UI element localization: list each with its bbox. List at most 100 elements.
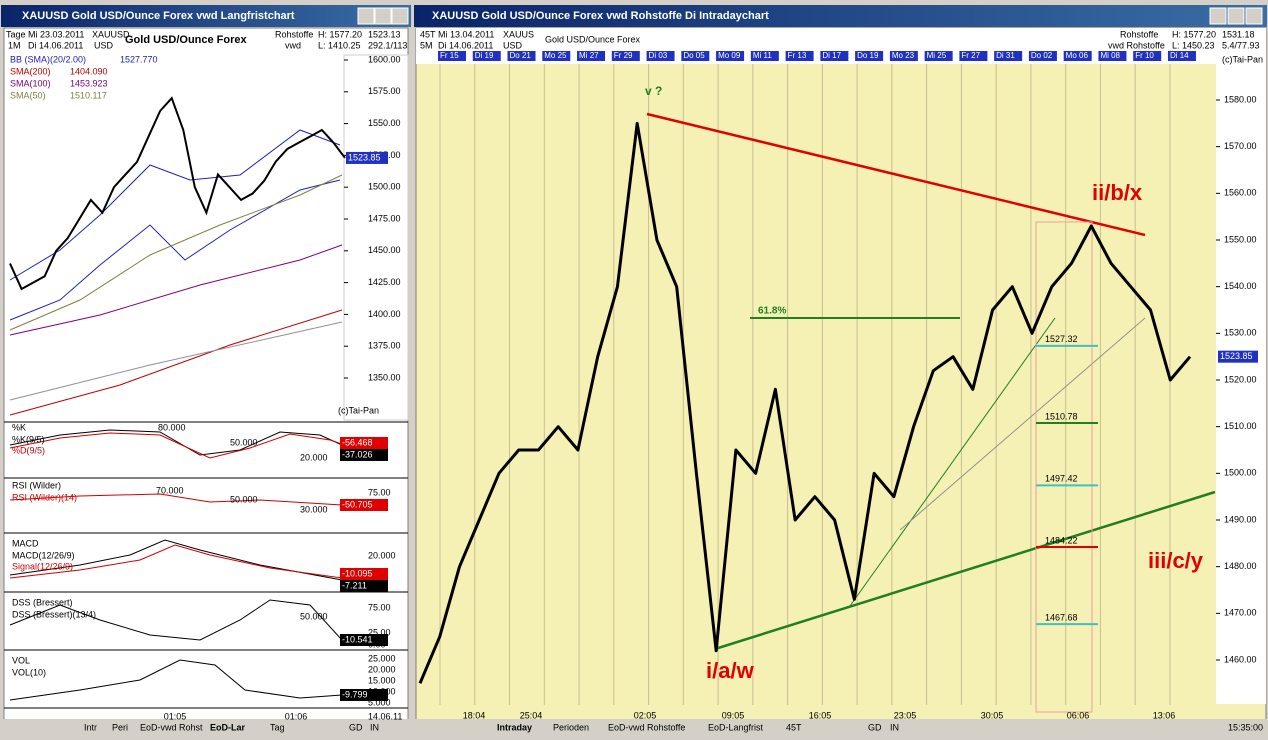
annotation: iii/c/y xyxy=(1148,548,1204,573)
date-box xyxy=(577,51,606,61)
date-label: Fr 15 xyxy=(440,51,459,60)
maximize-button[interactable] xyxy=(374,7,392,25)
date-label: Do 21 xyxy=(510,51,532,60)
panel-label: 15.000 xyxy=(368,675,396,685)
date-label: Do 19 xyxy=(857,51,879,60)
date-label: Di 14 xyxy=(1170,51,1189,60)
panel-label: %D(9/5) xyxy=(12,445,45,455)
tab[interactable]: 45T xyxy=(786,722,802,732)
header-info: 1531.18 xyxy=(1222,29,1255,39)
tab[interactable]: EoD-Lar xyxy=(210,722,246,732)
macd xyxy=(9,539,343,581)
tab[interactable]: GD xyxy=(349,722,363,732)
panel-label: 50.000 xyxy=(300,611,328,621)
last-price-box xyxy=(1218,350,1258,363)
close-button[interactable] xyxy=(391,7,409,25)
panel-label: %K xyxy=(12,422,26,432)
legend-entry: 1527.770 xyxy=(120,54,158,64)
date-box xyxy=(472,51,501,61)
price-line xyxy=(418,121,1192,684)
panel-label: Signal(12/26/9) xyxy=(12,561,73,571)
legend-entry: 1404.090 xyxy=(70,66,108,76)
tab[interactable]: Intraday xyxy=(497,722,532,732)
panel-label: MACD xyxy=(12,538,39,548)
date-box xyxy=(611,51,640,61)
tab[interactable]: Tag xyxy=(270,722,285,732)
header-info: H: 1577.20 xyxy=(1172,29,1216,39)
header-info: 5.4/77.93 xyxy=(1222,40,1260,50)
annotation: 61.8% xyxy=(758,306,786,317)
panel-label: MACD(12/26/9) xyxy=(12,550,75,560)
x-tick-label: 06:06 xyxy=(1067,710,1090,720)
header-info: Di 14.06.2011 xyxy=(28,40,83,50)
date-label: Mi 25 xyxy=(927,51,947,60)
legend-entry: SMA(50) xyxy=(10,90,46,100)
date-label: Fr 10 xyxy=(1135,51,1154,60)
annotation: v ? xyxy=(645,84,662,98)
close-button[interactable] xyxy=(1245,7,1263,25)
fib-label: 1527.32 xyxy=(1045,334,1078,344)
date-label: Di 17 xyxy=(822,51,841,60)
header-info: Mi 13.04.2011 xyxy=(438,29,494,39)
header-info: Mi 23.03.2011 xyxy=(28,29,84,39)
header-info: XAUUSD xyxy=(92,29,130,39)
tab[interactable]: IN xyxy=(370,722,379,732)
rsi xyxy=(9,493,343,506)
tab[interactable]: Perioden xyxy=(553,722,589,732)
tab-bar xyxy=(0,719,1268,740)
header-info: Gold USD/Ounce Forex xyxy=(545,34,641,44)
tab[interactable]: EoD-Langfrist xyxy=(708,722,764,732)
header-info: L: 1410.25 xyxy=(318,40,361,50)
tab[interactable]: IN xyxy=(890,722,899,732)
sma100 xyxy=(9,244,343,336)
header-info: H: 1577.20 xyxy=(318,29,362,39)
x-tick-label: 30:05 xyxy=(981,710,1004,720)
fib-label: 1484.22 xyxy=(1045,535,1078,545)
header-info: USD xyxy=(94,40,114,50)
y-tick-label: 1500.00 xyxy=(1224,468,1257,478)
copyright: (c)Tai-Pan xyxy=(1222,54,1263,64)
header-info: L: 1450.23 xyxy=(1172,40,1215,50)
y-tick-label: 1560.00 xyxy=(1224,188,1257,198)
tab[interactable]: Peri xyxy=(112,722,128,732)
panel-label: RSI (Wilder)(14) xyxy=(12,492,77,502)
copyright: (c)Tai-Pan xyxy=(338,405,379,415)
date-box xyxy=(681,51,710,61)
panel-label: 20.000 xyxy=(300,452,328,462)
date-box xyxy=(1167,51,1196,61)
tab[interactable]: Intr xyxy=(84,722,97,732)
x-tick-label: 23:05 xyxy=(894,710,917,720)
minimize-button[interactable] xyxy=(357,7,375,25)
price-line xyxy=(9,96,346,291)
tab[interactable]: 15:35:00 xyxy=(1228,722,1263,732)
bollinger-upper xyxy=(9,129,341,281)
header-info: 1523.13 xyxy=(368,29,401,39)
minimize-button[interactable] xyxy=(1209,7,1227,25)
tab[interactable]: EoD-vwd Rohstoffe xyxy=(608,722,685,732)
y-tick-label: 1450.00 xyxy=(368,245,401,255)
header-info: Di 14.06.2011 xyxy=(438,40,493,50)
dss xyxy=(9,599,343,641)
maximize-button[interactable] xyxy=(1227,7,1245,25)
date-label: Mi 11 xyxy=(753,51,773,60)
x-tick-label: 01:05 xyxy=(164,711,187,721)
panel-label: %K(9/5) xyxy=(12,434,45,444)
x-tick-label: 18:04 xyxy=(463,710,486,720)
panel-label: -50.705 xyxy=(342,499,373,509)
x-tick-label: 01:06 xyxy=(285,711,308,721)
panel-label: 50.000 xyxy=(230,494,258,504)
header-info: 292.1/113 xyxy=(368,40,407,50)
panel-label: 30.000 xyxy=(300,504,328,514)
date-label: Mo 25 xyxy=(544,51,567,60)
title-bar xyxy=(414,5,1267,27)
fib-label: 1497.42 xyxy=(1045,474,1078,484)
date-label: Mo 23 xyxy=(892,51,915,60)
tab[interactable]: GD xyxy=(868,722,882,732)
tab[interactable]: EoD-vwd Rohst xyxy=(140,722,203,732)
panel-label: VOL(10) xyxy=(12,667,46,677)
date-box xyxy=(785,51,814,61)
date-box xyxy=(438,51,466,61)
y-tick-label: 1575.00 xyxy=(368,86,401,96)
header-info: 5M xyxy=(420,40,433,50)
